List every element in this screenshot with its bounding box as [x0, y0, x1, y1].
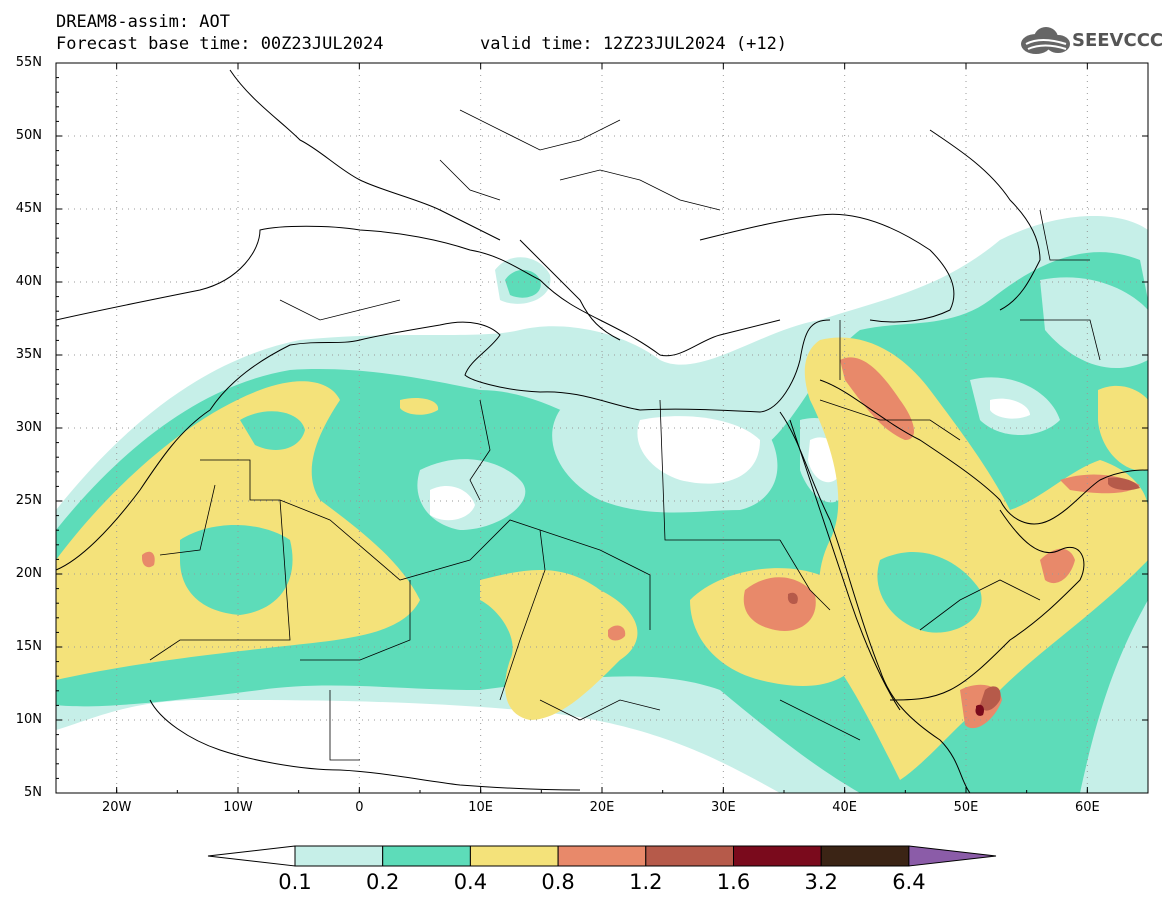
aot-level-1-6	[975, 704, 985, 716]
colorbar-label: 0.8	[541, 870, 575, 894]
lat-label: 25N	[15, 493, 42, 508]
lon-label: 40E	[832, 800, 858, 815]
colorbar-high-arrow	[908, 845, 997, 867]
lat-label: 5N	[24, 785, 42, 800]
coastlines	[55, 69, 1149, 794]
colorbar-swatch	[469, 845, 559, 867]
colorbar-label: 0.2	[365, 870, 400, 894]
lat-label: 20N	[15, 566, 42, 581]
lon-label: 20E	[589, 800, 615, 815]
colorbar-label: 1.2	[629, 870, 663, 894]
lat-label: 15N	[15, 639, 42, 654]
lon-label: 60E	[1074, 800, 1100, 815]
colorbar-label: 6.4	[892, 870, 926, 894]
colorbar-swatch	[294, 845, 384, 867]
colorbar-swatch	[645, 845, 734, 867]
logo-text: SEEVCCC	[1072, 30, 1164, 51]
colorbar-low-arrow	[207, 845, 296, 867]
aot-level-0-4-sahel	[480, 570, 638, 720]
cloud-icon	[1021, 27, 1070, 54]
lat-label: 10N	[15, 712, 42, 727]
colorbar-swatch	[382, 845, 471, 867]
lat-label: 40N	[15, 274, 42, 289]
lon-label: 0	[355, 800, 364, 815]
aot-level-0-8	[840, 357, 915, 440]
colorbar-swatch	[557, 845, 647, 867]
lat-label: 35N	[15, 347, 42, 362]
lat-label: 30N	[15, 420, 42, 435]
lon-label: 30E	[710, 800, 736, 815]
lat-label: 50N	[15, 128, 42, 143]
colorbar-swatch	[820, 845, 910, 867]
seevccc-logo	[1021, 27, 1070, 54]
lon-label: 10W	[223, 800, 253, 815]
colorbar-label: 1.6	[716, 870, 751, 894]
lon-label: 50E	[953, 800, 979, 815]
colorbar-label: 0.4	[453, 870, 488, 894]
valid-time: valid time: 12Z23JUL2024 (+12)	[480, 34, 788, 54]
colorbar-label: 3.2	[804, 870, 838, 894]
aot-level-1-2	[980, 686, 1001, 711]
lat-label: 55N	[15, 55, 42, 70]
map-grid	[56, 63, 1148, 793]
lat-label: 45N	[15, 201, 42, 216]
borders	[149, 109, 1101, 761]
map-title: DREAM8-assim: AOT	[56, 12, 230, 32]
lon-label: 20W	[101, 800, 132, 815]
colorbar-swatch	[733, 845, 822, 867]
colorbar-label: 0.1	[278, 870, 312, 894]
lon-label: 10E	[468, 800, 494, 815]
forecast-base-time: Forecast base time: 00Z23JUL2024	[56, 34, 384, 54]
colorbar	[207, 845, 997, 867]
aot-level-0-4-arabia	[804, 337, 1148, 780]
aot-level-0-2-sardinia	[505, 269, 541, 298]
